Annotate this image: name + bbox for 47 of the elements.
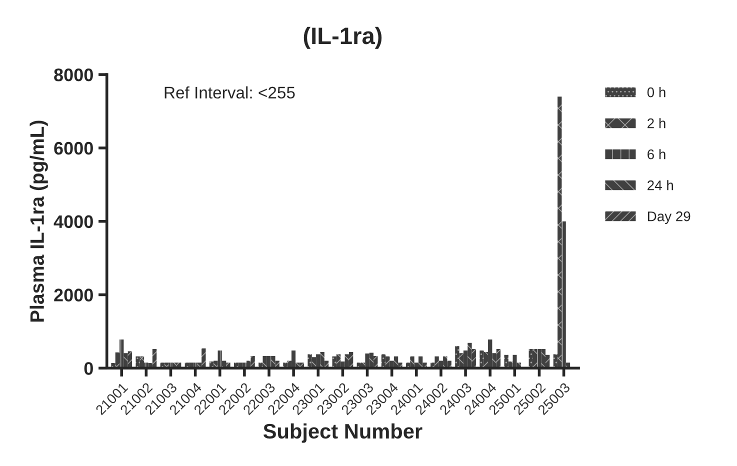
bar xyxy=(410,356,414,368)
bar xyxy=(124,353,128,368)
bar xyxy=(562,221,566,368)
bar xyxy=(386,356,390,368)
bar xyxy=(468,342,472,368)
bar xyxy=(250,356,255,368)
bar xyxy=(340,362,345,368)
bar xyxy=(492,353,496,368)
legend-label: 6 h xyxy=(648,149,666,160)
bar xyxy=(504,354,508,368)
bar xyxy=(480,350,484,368)
bar xyxy=(434,356,439,368)
legend-label: 24 h xyxy=(648,180,673,190)
bar xyxy=(532,349,538,368)
bar xyxy=(488,340,492,368)
y-tick-label: 8000 xyxy=(54,68,93,82)
bar xyxy=(320,352,324,368)
y-tick-label: 0 xyxy=(84,362,93,375)
annotation: Ref Interval: <255 xyxy=(164,86,295,99)
bar xyxy=(262,356,267,368)
bar xyxy=(369,352,374,368)
bar xyxy=(496,349,501,368)
bar xyxy=(120,340,124,368)
legend-label: Day 29 xyxy=(648,211,690,224)
y-tick-label: 4000 xyxy=(54,215,93,228)
bar xyxy=(472,349,476,368)
bar xyxy=(365,353,370,368)
bar xyxy=(541,349,546,368)
chart-title: (IL-1ra) xyxy=(304,26,382,49)
bar xyxy=(528,349,533,368)
y-tick-label: 2000 xyxy=(54,288,93,302)
legend-label: 0 h xyxy=(647,87,666,98)
bar xyxy=(455,346,460,368)
bar xyxy=(152,349,157,368)
bar xyxy=(463,350,468,368)
bar xyxy=(136,356,140,368)
bar xyxy=(537,349,542,368)
bar xyxy=(218,350,222,368)
legend-label: 2 h xyxy=(648,118,666,128)
bar xyxy=(291,350,296,368)
y-tick-label: 6000 xyxy=(54,142,93,155)
x-axis-title: Subject Number xyxy=(263,423,422,443)
bar xyxy=(512,354,517,368)
y-axis-title: Plasma IL-1ra (pg/mL) xyxy=(30,120,48,322)
bar xyxy=(308,354,312,368)
bar xyxy=(271,356,276,368)
bar xyxy=(558,96,562,368)
